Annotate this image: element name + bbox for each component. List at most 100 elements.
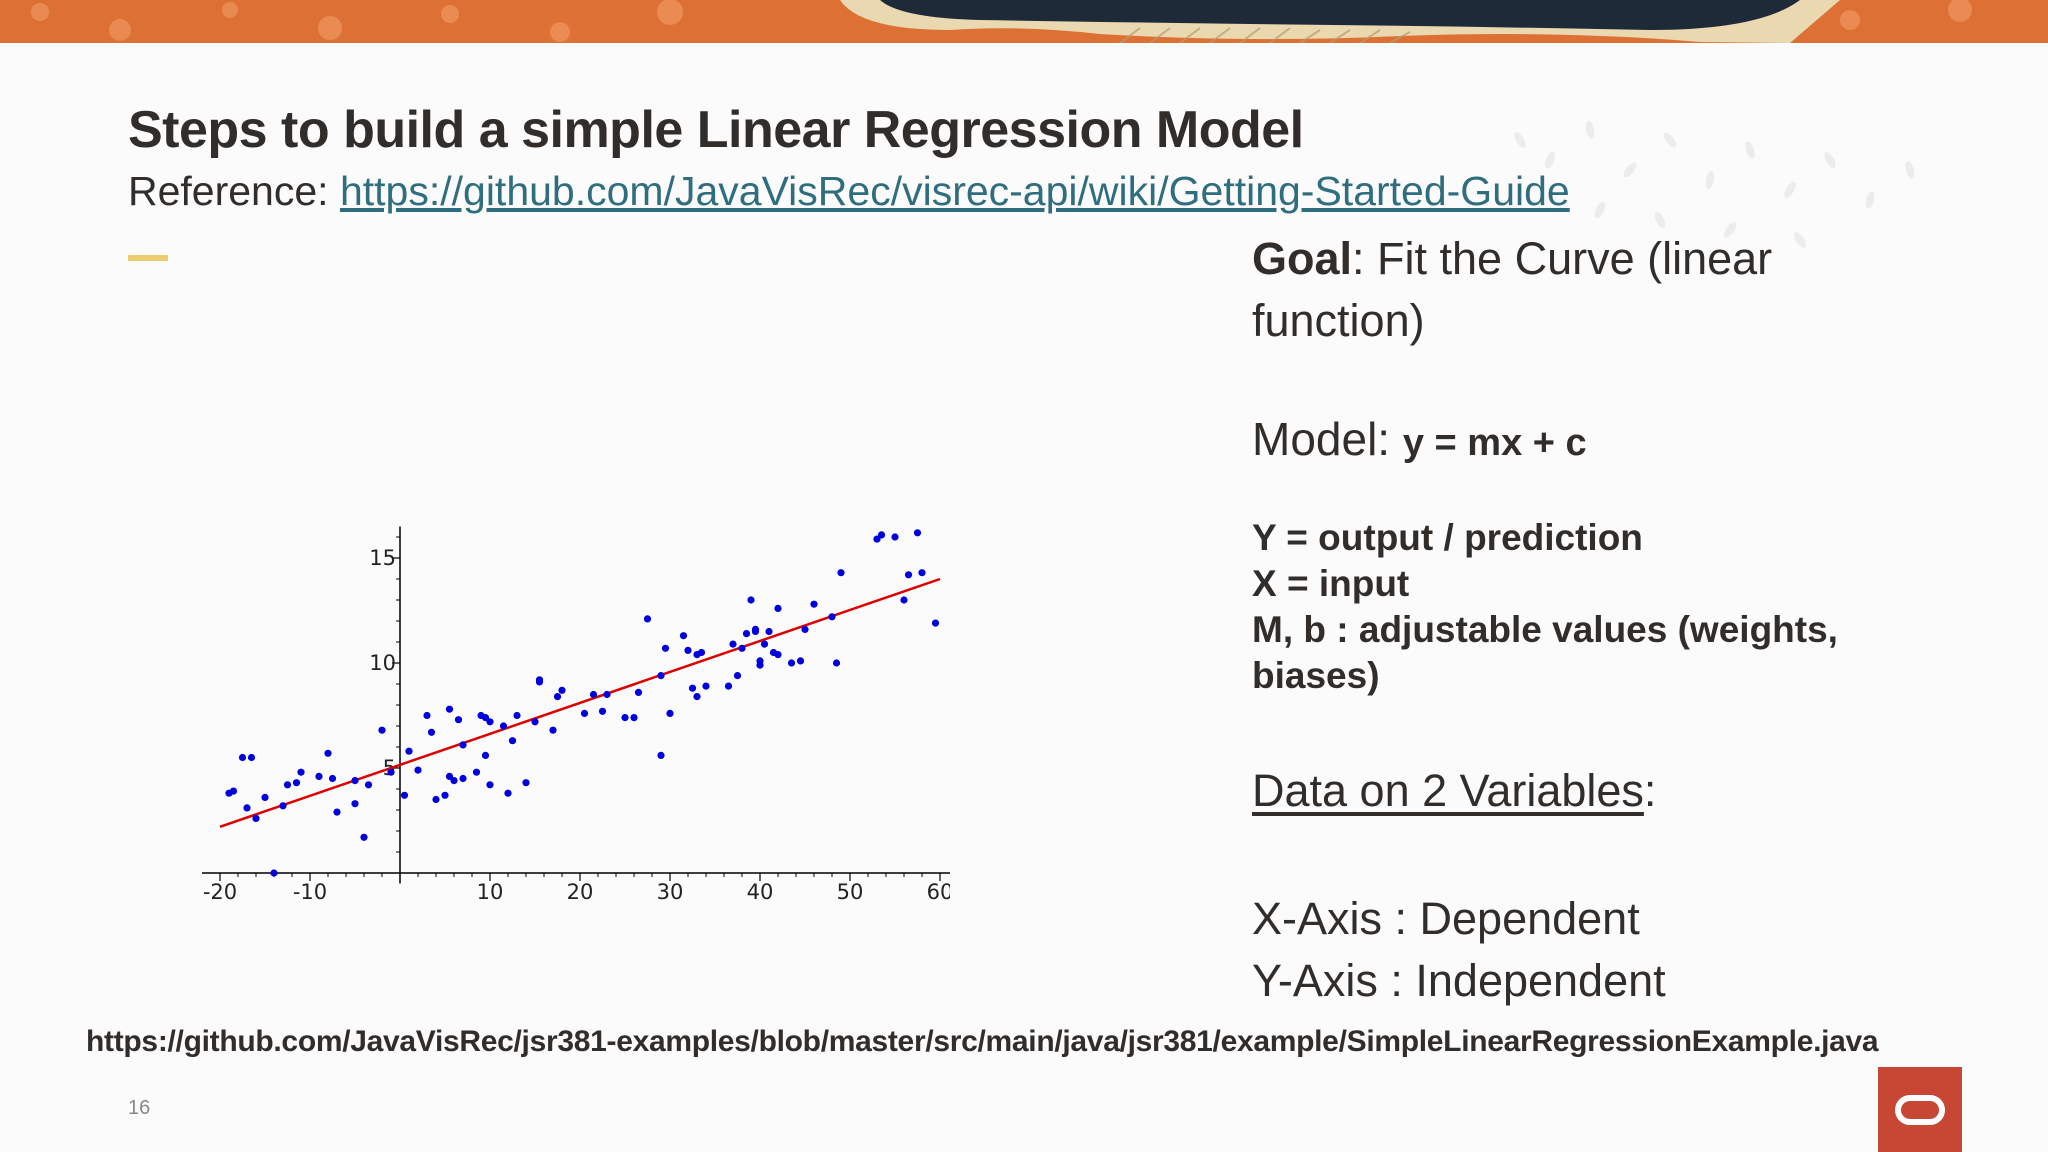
data-point: [400, 791, 409, 799]
x-tick-label: -20: [203, 880, 237, 904]
data-point: [702, 682, 710, 690]
goal-text: Goal: Fit the Curve (linear function): [1252, 228, 1852, 352]
reference-line: Reference: https://github.com/JavaVisRec…: [128, 168, 1570, 215]
data-point: [724, 682, 733, 690]
page-number: 16: [128, 1097, 151, 1119]
definition-mb: M, b : adjustable values (weights, biase…: [1252, 609, 1838, 696]
data-point: [360, 833, 368, 841]
data-point: [238, 753, 247, 762]
data-point: [315, 772, 323, 780]
data-title-text: Data on 2 Variables: [1252, 765, 1644, 816]
data-point: [693, 693, 701, 701]
data-point: [558, 686, 566, 694]
y-tick-label: 10: [369, 651, 396, 675]
data-point: [630, 714, 638, 722]
model-label: Model:: [1252, 413, 1403, 465]
data-point: [423, 711, 431, 720]
goal-label: Goal: [1252, 233, 1353, 284]
data-point: [535, 678, 544, 686]
data-point: [918, 569, 926, 577]
data-point: [279, 802, 287, 810]
data-point: [684, 646, 692, 654]
data-point: [351, 777, 359, 785]
data-point: [679, 632, 688, 640]
data-point: [832, 659, 841, 667]
data-point: [810, 600, 818, 608]
data-point: [553, 693, 562, 701]
model-line: Model: y = mx + c: [1252, 412, 1587, 466]
data-point: [427, 728, 436, 736]
data-point: [243, 804, 251, 812]
data-point: [297, 768, 305, 776]
data-point: [729, 640, 737, 648]
data-point: [774, 651, 782, 659]
data-point: [378, 726, 386, 734]
data-point: [742, 630, 751, 638]
example-source-link[interactable]: https://github.com/JavaVisRec/jsr381-exa…: [86, 1025, 1879, 1058]
data-point: [328, 774, 337, 783]
x-tick-label: 20: [567, 880, 594, 904]
data-point: [661, 644, 670, 652]
data-point: [747, 596, 755, 604]
decorative-texture: [1514, 121, 1915, 248]
regression-line: [219, 577, 941, 828]
reference-link[interactable]: https://github.com/JavaVisRec/visrec-api…: [339, 168, 1570, 214]
accent-bar: [128, 255, 168, 261]
data-point: [481, 751, 490, 759]
data-point: [931, 619, 940, 627]
data-point: [450, 777, 458, 785]
x-tick-label: 30: [657, 880, 684, 904]
data-point: [499, 722, 508, 730]
x-tick-label: 40: [747, 880, 774, 904]
x-tick-label: 60: [927, 880, 950, 904]
scatter-chart: -20-1010203040506051015: [202, 526, 950, 904]
data-point: [657, 751, 665, 759]
x-tick-label: 50: [837, 880, 864, 904]
data-point: [247, 753, 256, 762]
data-point: [598, 707, 607, 715]
data-point: [405, 747, 413, 755]
model-formula: y = mx + c: [1402, 422, 1587, 464]
data-point: [459, 774, 467, 783]
data-point: [445, 705, 454, 713]
data-point: [459, 741, 467, 749]
x-tick-label: 10: [477, 880, 504, 904]
definition-y: Y = output / prediction: [1252, 517, 1643, 558]
data-point: [261, 793, 269, 801]
data-point: [774, 604, 782, 612]
data-point: [751, 627, 760, 636]
data-point: [765, 627, 773, 636]
oracle-logo-shape: [1895, 1094, 1945, 1125]
data-point: [900, 596, 908, 604]
data-point: [913, 529, 922, 537]
data-point: [387, 768, 395, 776]
slide-title: Steps to build a simple Linear Regressio…: [128, 101, 1304, 159]
data-point: [580, 709, 589, 717]
data-point: [229, 787, 238, 795]
data-point: [688, 684, 697, 692]
data-point: [589, 690, 598, 699]
data-point: [756, 657, 764, 665]
data-point: [414, 766, 422, 774]
data-point: [891, 533, 899, 541]
data-point: [481, 714, 490, 722]
data-point: [738, 644, 746, 652]
data-point: [657, 672, 665, 680]
data-point: [333, 808, 341, 816]
data-point: [486, 718, 494, 726]
data-point: [351, 800, 359, 808]
data-point: [733, 672, 742, 680]
data-point: [364, 781, 373, 789]
oracle-logo-icon: [1878, 1067, 1962, 1152]
data-point: [504, 789, 512, 797]
y-tick-label: 15: [369, 546, 396, 570]
data-point: [472, 768, 481, 776]
reference-label: Reference:: [128, 168, 340, 214]
data-point: [796, 657, 805, 665]
x-tick-label: -10: [293, 880, 327, 904]
data-point: [486, 781, 494, 789]
data-point: [252, 814, 260, 822]
data-point: [621, 714, 629, 722]
data-point: [904, 571, 913, 579]
